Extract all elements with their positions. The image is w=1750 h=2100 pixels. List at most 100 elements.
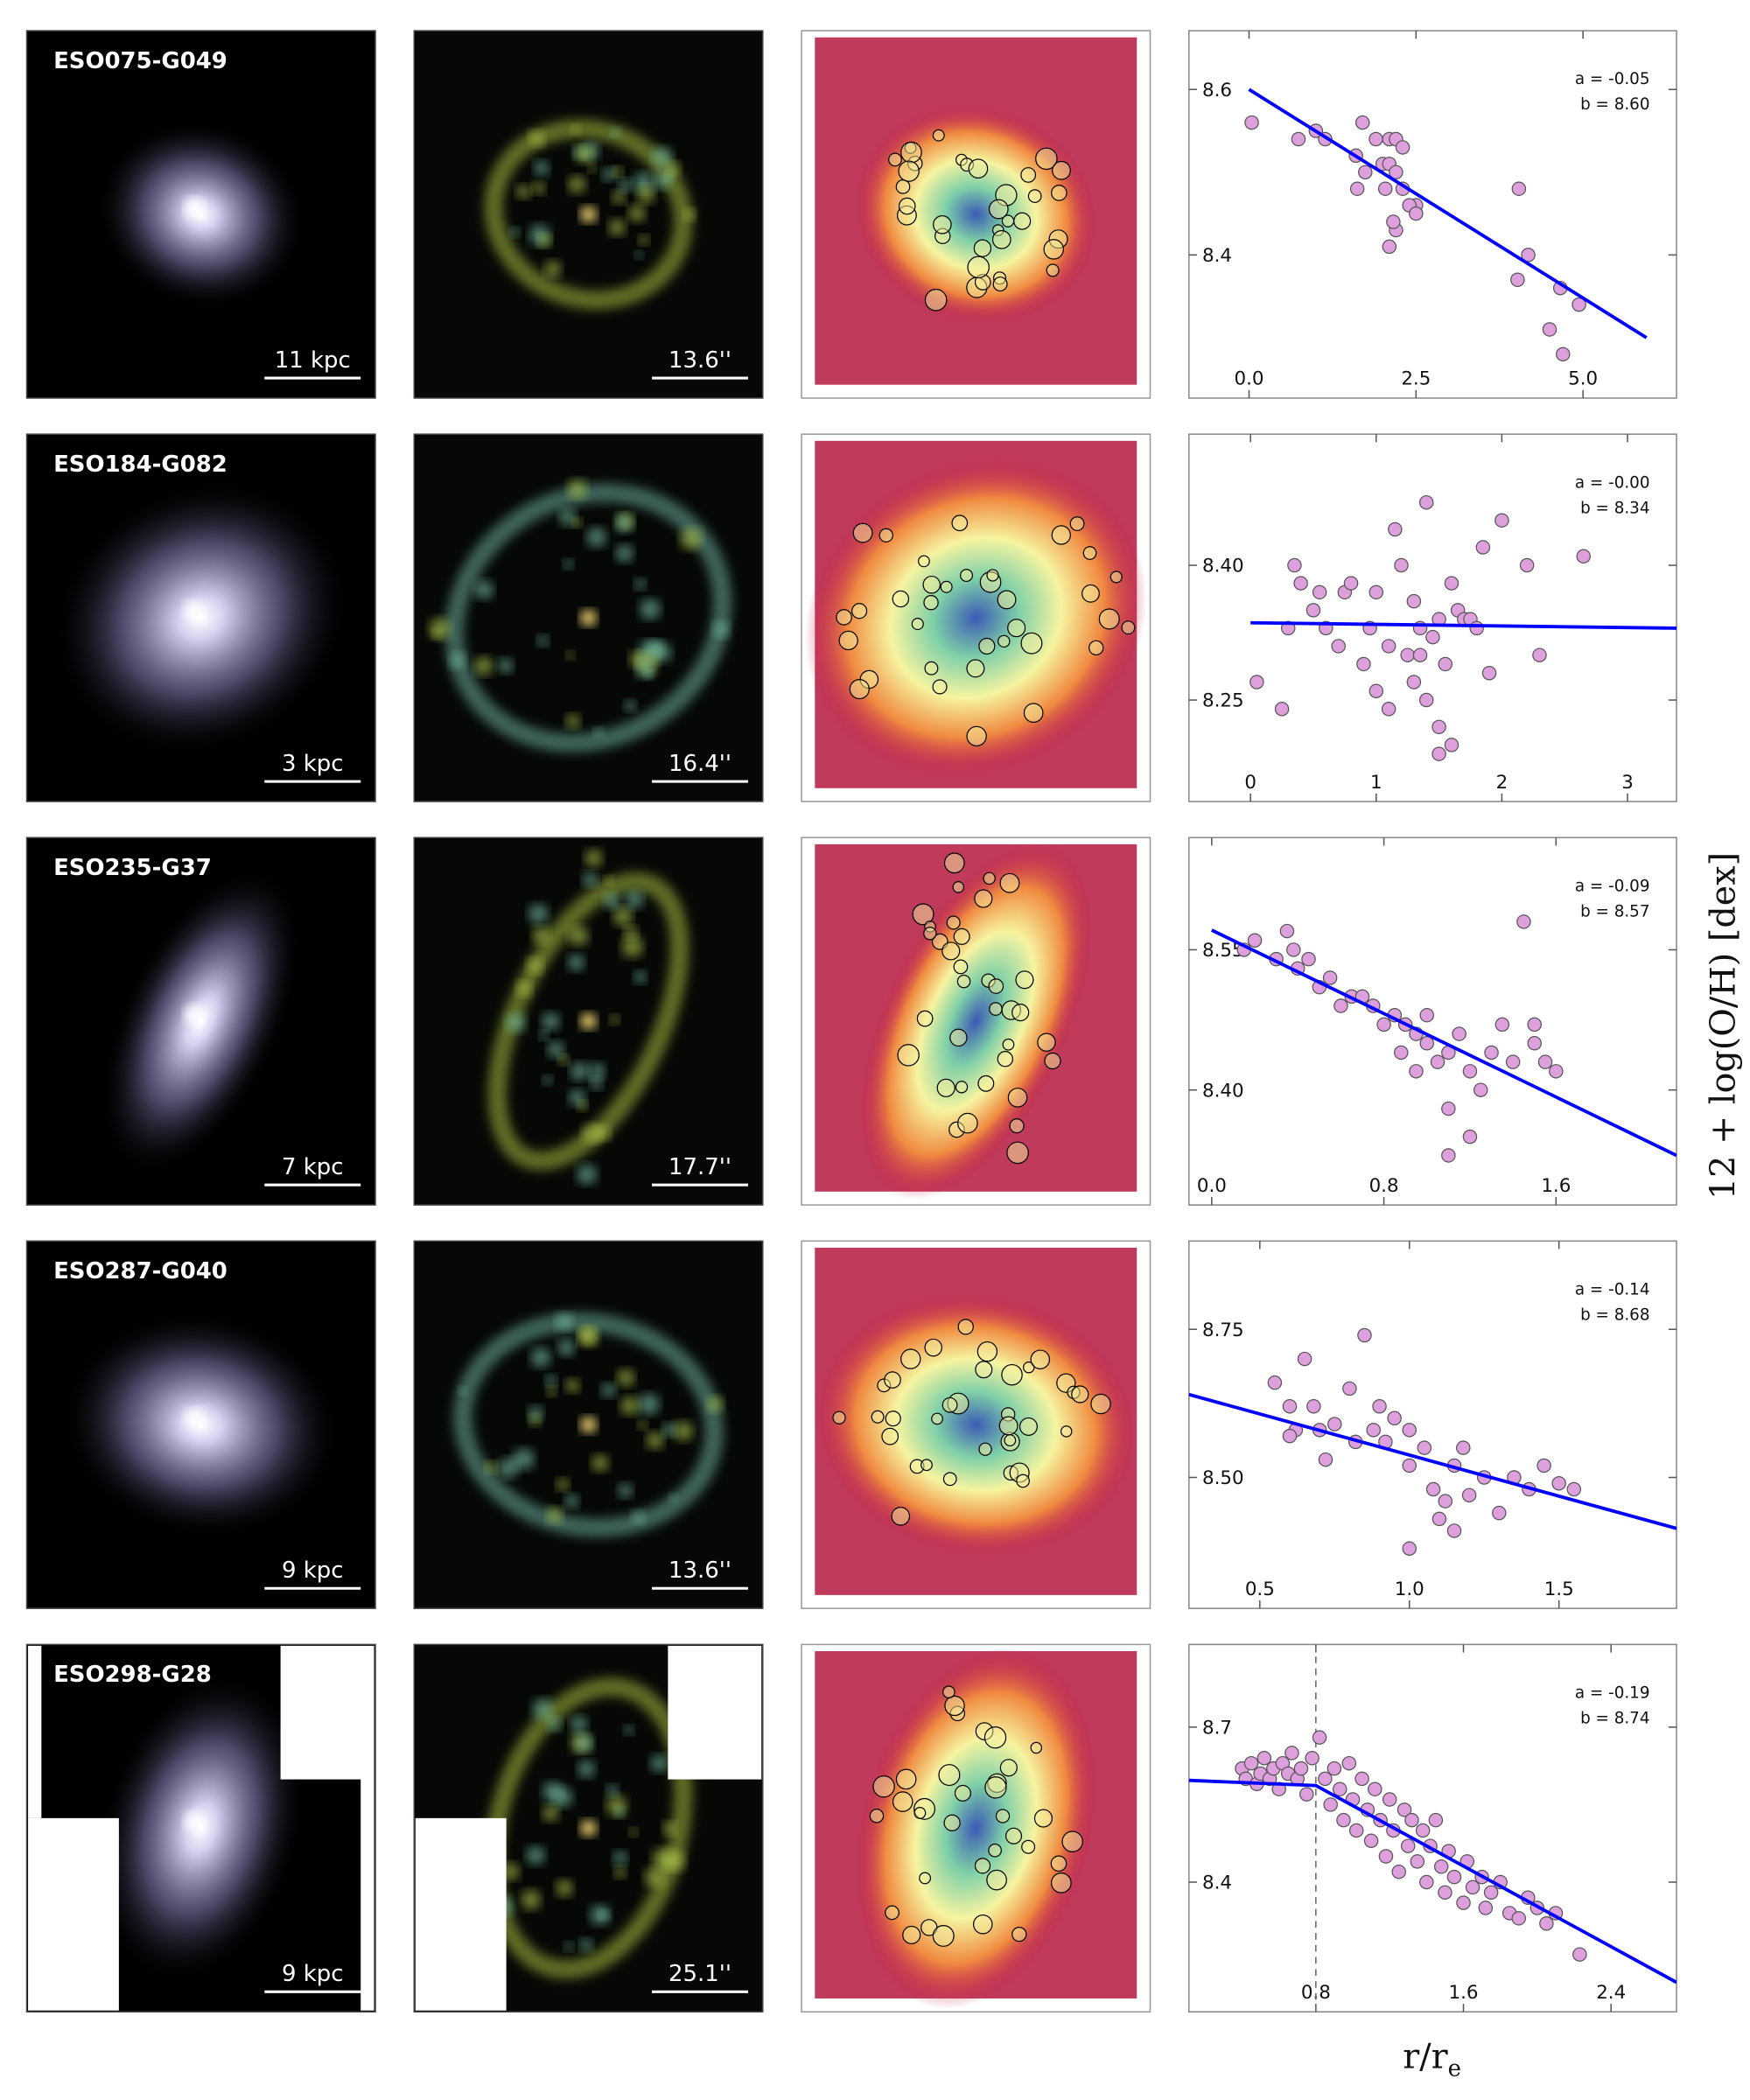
hii-region [983,872,996,886]
hii-region [1046,263,1060,277]
hii-region [977,1074,995,1092]
y-tick-label: 8.50 [1202,1467,1244,1489]
data-point [1256,1751,1272,1766]
hii-region [900,141,922,164]
emission-knot [570,1715,588,1732]
hii-region [995,1809,1011,1824]
emission-knot [628,205,646,222]
scale-label: 25.1'' [668,1961,732,1987]
hii-region [892,590,910,608]
galaxy-name: ESO184-G082 [53,452,228,478]
data-point [1461,1488,1477,1503]
data-point [1549,1064,1564,1079]
emission-knot [532,927,550,944]
data-point [1386,214,1401,229]
galaxy-core [185,601,204,621]
annotation: b = 8.68 [1580,1306,1649,1324]
hii-region [1030,1349,1051,1369]
galaxy-core [185,1811,204,1831]
data-point [1267,1375,1283,1390]
emission-knot [615,544,634,563]
annotation: b = 8.34 [1580,499,1649,517]
data-point [1438,656,1453,672]
emission-knot [529,1415,541,1426]
hii-region [850,603,868,620]
emission-knot [542,1782,563,1802]
galaxy [95,119,307,310]
hii-region [1016,1474,1030,1488]
data-point [1368,584,1384,600]
data-point [1462,1064,1478,1079]
hii-region [952,881,965,893]
y-tick-label: 8.4 [1202,1872,1232,1894]
hii-region [892,1791,914,1812]
data-point [1478,1900,1494,1915]
data-point [1505,1054,1521,1069]
annotation: b = 8.74 [1580,1709,1649,1727]
data-point [1354,1771,1369,1787]
hii-region [932,1924,955,1947]
data-point [1250,675,1264,690]
mask [668,1645,762,1780]
hii-region [1043,239,1064,260]
data-point [1372,1399,1387,1414]
hii-region [917,555,930,568]
emission-knot [604,892,620,909]
hii-region [852,522,873,543]
emission-knot [568,176,586,193]
x-tick-label: 2.4 [1596,1982,1626,2004]
hii-region [1110,570,1123,584]
hii-region [1020,167,1037,183]
emission-knot [565,650,575,660]
x-tick-label: 1.6 [1541,1175,1571,1197]
emission-knot [534,160,550,176]
hii-region [942,1685,956,1699]
emission-knot [652,147,673,167]
emission-knot [502,1863,520,1880]
data-point [1333,1782,1348,1796]
x-tick-label: 0.0 [1234,368,1264,390]
hii-region [1015,970,1034,990]
hii-region [878,528,893,542]
emission-core [580,1820,597,1837]
hii-region [951,514,969,532]
emission-knot [638,1420,648,1430]
hii-region [944,1695,965,1717]
emission-knot [558,1054,569,1066]
hii-region [1082,546,1097,560]
emission-knot [636,660,654,678]
emission-knot [576,145,593,164]
emission-knot [632,1510,645,1523]
hii-region [1021,1839,1036,1854]
hii-region [1037,1032,1056,1052]
galaxy-name: ESO287-G040 [53,1258,228,1284]
emission-knot [644,1867,665,1887]
hii-region [891,1507,911,1526]
data-point [1441,1148,1456,1163]
emission-knot [602,167,616,181]
data-point [1417,1440,1432,1455]
data-point [1377,181,1393,196]
hii-region [838,630,858,651]
data-point [1566,1481,1582,1497]
emission-knot [593,727,604,738]
data-point [1516,914,1531,929]
plot-frame [1188,836,1677,1206]
data-point [1349,181,1365,196]
plot-frame [1188,30,1677,399]
data-point [1410,1854,1425,1869]
emission-knot [638,1393,660,1415]
emission-knot [614,1807,625,1817]
emission-knot [617,1368,635,1387]
data-point [1433,1859,1449,1874]
data-point [1378,1849,1394,1864]
data-point [1318,1452,1334,1467]
hii-region [900,1348,921,1369]
emission-knot [532,181,545,194]
annotation: a = -0.05 [1575,70,1650,88]
x-tick-label: 0 [1244,772,1256,794]
hii-region [924,289,948,312]
hii-region [898,160,920,182]
hii-region [986,569,999,582]
hii-region [932,129,945,142]
